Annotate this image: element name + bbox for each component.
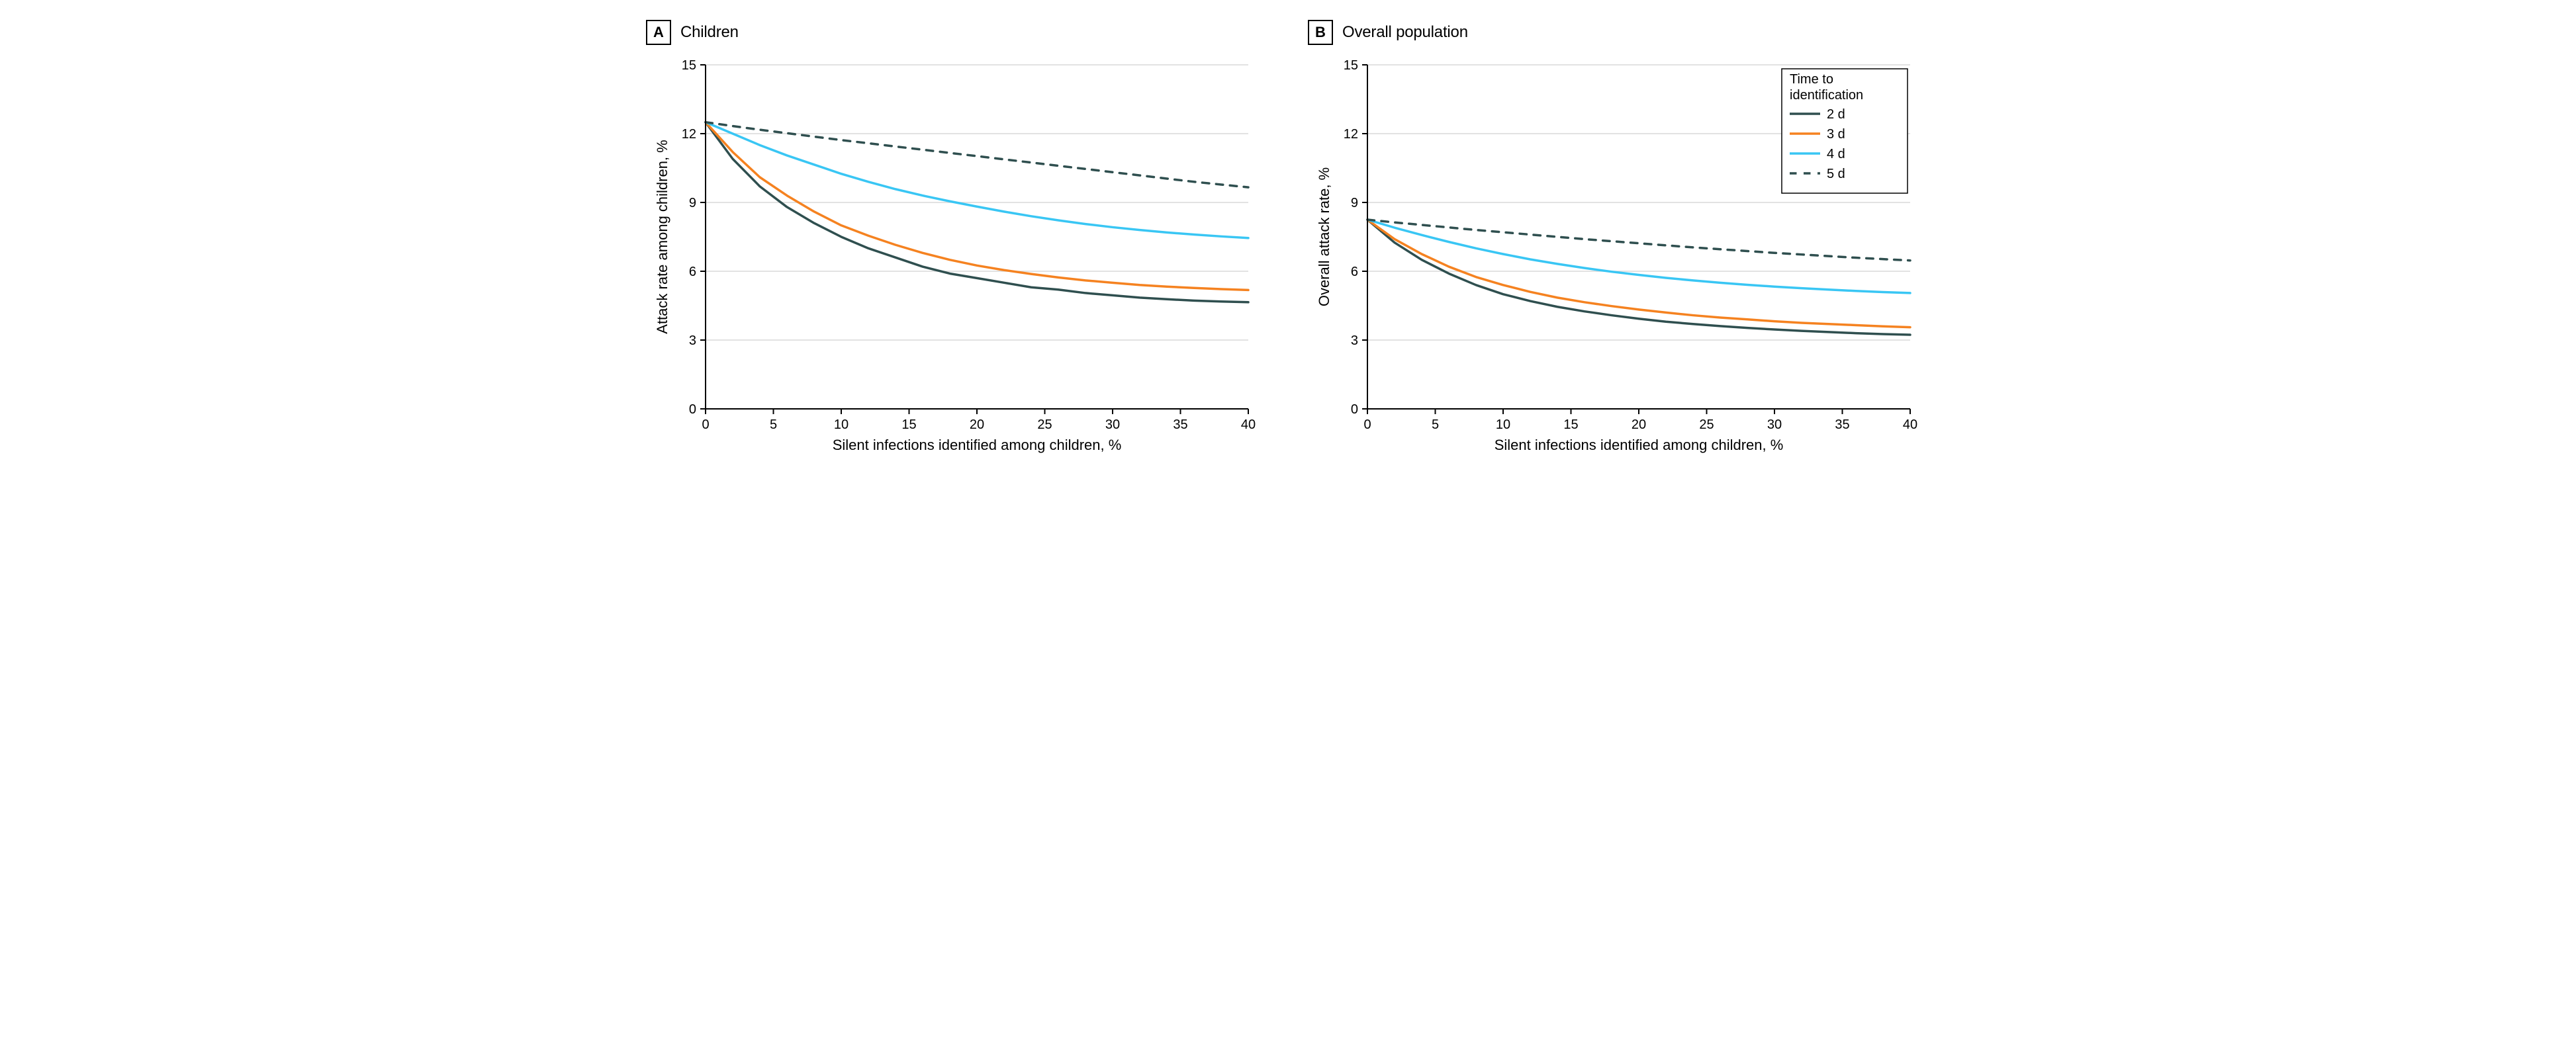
panel-letter: A [646, 20, 671, 45]
x-axis-title: Silent infections identified among child… [1495, 437, 1784, 453]
x-tick-label: 25 [1037, 417, 1052, 432]
y-tick-label: 9 [1351, 196, 1358, 210]
legend-item-label: 3 d [1827, 127, 1845, 142]
series-line [706, 122, 1248, 302]
x-axis-title: Silent infections identified among child… [833, 437, 1122, 453]
y-tick-label: 3 [1351, 333, 1358, 348]
x-tick-label: 10 [834, 417, 849, 432]
panel-title-text: Overall population [1342, 23, 1468, 42]
panel-title-row: B Overall population [1308, 20, 1930, 45]
x-tick-label: 5 [770, 417, 777, 432]
legend-title: Time to [1790, 72, 1833, 87]
x-tick-label: 10 [1496, 417, 1510, 432]
series-line [706, 122, 1248, 238]
x-tick-label: 15 [901, 417, 916, 432]
x-tick-label: 35 [1173, 417, 1187, 432]
y-axis-title: Overall attack rate, % [1316, 167, 1332, 306]
x-tick-label: 0 [702, 417, 709, 432]
x-tick-label: 30 [1767, 417, 1782, 432]
panel-title-text: Children [680, 23, 739, 42]
x-tick-label: 40 [1903, 417, 1917, 432]
chart-svg: 0 5 10 15 20 25 30 35 40 0 3 6 9 12 15 Silent infection… [1308, 52, 1930, 462]
chart-panel: B Overall population 0 5 10 15 20 25 30 35 40 0 3 6 9 1… [1308, 20, 1930, 462]
x-tick-label: 35 [1835, 417, 1849, 432]
y-tick-label: 12 [682, 127, 696, 142]
x-tick-label: 5 [1432, 417, 1439, 432]
x-tick-label: 30 [1105, 417, 1120, 432]
x-tick-label: 25 [1699, 417, 1714, 432]
legend-item-label: 4 d [1827, 147, 1845, 161]
x-tick-label: 20 [1632, 417, 1646, 432]
y-tick-label: 9 [689, 196, 696, 210]
legend-title: identification [1790, 88, 1863, 103]
y-tick-label: 0 [689, 402, 696, 417]
y-tick-label: 3 [689, 333, 696, 348]
x-tick-label: 20 [970, 417, 984, 432]
x-tick-label: 0 [1363, 417, 1371, 432]
series-line [1367, 220, 1910, 335]
legend-item-label: 5 d [1827, 167, 1845, 181]
y-tick-label: 12 [1344, 127, 1358, 142]
y-tick-label: 6 [1351, 265, 1358, 279]
legend: Time toidentification 2 d 3 d 4 d 5 d [1782, 69, 1908, 193]
y-axis-title: Attack rate among children, % [654, 140, 670, 333]
panel-letter: B [1308, 20, 1333, 45]
x-tick-label: 40 [1241, 417, 1256, 432]
legend-item-label: 2 d [1827, 107, 1845, 122]
panel-title-row: A Children [646, 20, 1268, 45]
y-tick-label: 15 [682, 58, 696, 73]
figure-container: AChildren051015202530354003691215Silent … [0, 0, 2576, 475]
y-tick-label: 0 [1351, 402, 1358, 417]
chart-panel: A Children 0 5 10 15 20 25 30 35 40 0 3 6 9 12 15 Silent … [646, 20, 1268, 462]
y-tick-label: 6 [689, 265, 696, 279]
x-tick-label: 15 [1563, 417, 1578, 432]
series-line [1367, 220, 1910, 261]
y-tick-label: 15 [1344, 58, 1358, 73]
chart-svg: 0 5 10 15 20 25 30 35 40 0 3 6 9 12 15 Silent infection… [646, 52, 1268, 462]
